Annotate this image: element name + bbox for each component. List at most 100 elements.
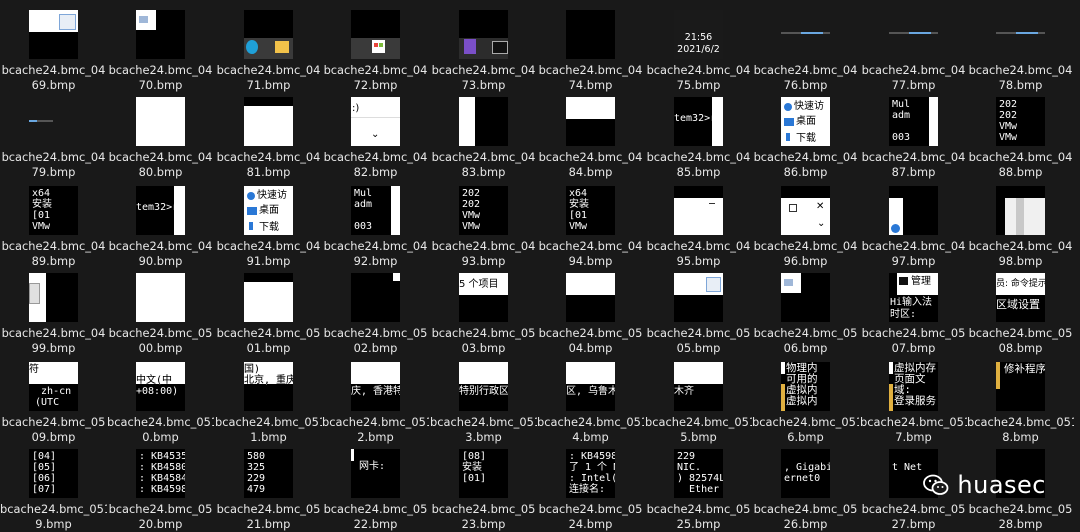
file-item[interactable]: 21:56 2021/6/2 bcache24.bmc_04 75.bmp [645, 0, 752, 92]
file-item[interactable]: bcache24.bmc_05 02.bmp [322, 261, 429, 355]
file-item[interactable]: bcache24.bmc_04 83.bmp [430, 87, 537, 179]
file-item[interactable]: Mul adm 003 bcache24.bmc_04 92.bmp [322, 174, 429, 268]
file-item[interactable]: x64 安装 [01 VMw bcache24.bmc_04 89.bmp [0, 174, 107, 268]
file-item[interactable]: bcache24.bmc_04 98.bmp [967, 174, 1074, 268]
file-item[interactable]: ✕ ⌄ bcache24.bmc_04 96.bmp [752, 174, 859, 268]
file-item[interactable]: bcache24.bmc_04 71.bmp [215, 0, 322, 92]
file-item[interactable]: 5 个项目 bcache24.bmc_05 03.bmp [430, 261, 537, 355]
file-thumbnail[interactable]: : KB4535 : KB4580 : KB4584 : KB4598 [136, 449, 185, 498]
file-item[interactable]: bcache24.bmc_04 74.bmp [537, 0, 644, 92]
file-thumbnail[interactable]: Mul adm 003 [889, 97, 938, 146]
file-item[interactable]: [08] 安装 [01] bcache24.bmc_05 23.bmp [430, 435, 537, 531]
file-item[interactable]: bcache24.bmc_04 95.bmp [645, 174, 752, 268]
file-thumbnail[interactable] [244, 97, 293, 146]
file-item[interactable]: t Net bcache24.bmc_05 27.bmp [860, 435, 967, 531]
file-thumbnail[interactable] [29, 97, 78, 146]
file-thumbnail[interactable]: 202 202 VMw VMw [459, 186, 508, 235]
file-thumbnail[interactable] [674, 186, 723, 235]
file-item[interactable]: bcache24.bmc_04 97.bmp [860, 174, 967, 268]
file-thumbnail[interactable]: 庆, 香港特 [351, 362, 400, 411]
file-item[interactable]: :) ⌄ bcache24.bmc_04 82.bmp [322, 87, 429, 179]
file-thumbnail[interactable]: :) ⌄ [351, 97, 400, 146]
file-item[interactable]: x64 安装 [01 VMw bcache24.bmc_04 94.bmp [537, 174, 644, 268]
file-item[interactable]: 中文(中 +08:00) bcache24.bmc_051 0.bmp [107, 348, 214, 444]
file-thumbnail[interactable]: 5 个项目 [459, 273, 508, 322]
file-item[interactable]: 快速访 桌面 下载 bcache24.bmc_04 91.bmp [215, 174, 322, 268]
file-thumbnail[interactable]: 国) 北京, 重庆 [244, 362, 293, 411]
file-item[interactable]: 员: 命令提示 区域设置 bcache24.bmc_05 08.bmp [967, 261, 1074, 355]
file-thumbnail[interactable]: ✕ ⌄ [781, 186, 830, 235]
file-item[interactable]: bcache24.bmc_04 69.bmp [0, 0, 107, 92]
file-thumbnail[interactable]: 快速访 桌面 下载 [781, 97, 830, 146]
file-thumbnail[interactable]: 区, 乌鲁木 [566, 362, 615, 411]
file-item[interactable]: bcache24.bmc_05 01.bmp [215, 261, 322, 355]
file-thumbnail[interactable]: 修补程序 [996, 362, 1045, 411]
file-item[interactable]: 202 202 VMw VMw bcache24.bmc_04 93.bmp [430, 174, 537, 268]
file-item[interactable]: : KB4598 了 1 个 N : Intel(R 连接名: bcache24.… [537, 435, 644, 531]
file-item[interactable]: 特别行政区 bcache24.bmc_051 3.bmp [430, 348, 537, 444]
file-item[interactable]: 国) 北京, 重庆 bcache24.bmc_051 1.bmp [215, 348, 322, 444]
file-thumbnail[interactable] [566, 273, 615, 322]
file-item[interactable]: [04] [05] [06] [07] bcache24.bmc_051 9.bmp [0, 435, 107, 531]
file-item[interactable]: Mul adm 003 bcache24.bmc_04 87.bmp [860, 87, 967, 179]
file-thumbnail[interactable] [674, 273, 723, 322]
file-item[interactable]: bcache24.bmc_05 06.bmp [752, 261, 859, 355]
file-thumbnail[interactable]: [04] [05] [06] [07] [29, 449, 78, 498]
file-thumbnail[interactable]: 网卡: [351, 449, 400, 498]
file-thumbnail[interactable] [459, 10, 508, 59]
file-thumbnail[interactable]: 符 zh-cn (UTC [29, 362, 78, 411]
file-thumbnail[interactable] [781, 273, 830, 322]
file-thumbnail[interactable] [29, 10, 78, 59]
file-item[interactable]: 物理内 可用的 虚拟内 虚拟内 bcache24.bmc_051 6.bmp [752, 348, 859, 444]
file-item[interactable]: 木齐 bcache24.bmc_051 5.bmp [645, 348, 752, 444]
file-item[interactable]: bcache24.bmc_04 80.bmp [107, 87, 214, 179]
file-item[interactable]: 区, 乌鲁木 bcache24.bmc_051 4.bmp [537, 348, 644, 444]
file-thumbnail[interactable]: 员: 命令提示 区域设置 [996, 273, 1045, 322]
file-thumbnail[interactable] [136, 10, 185, 59]
file-thumbnail[interactable]: tem32>r [674, 97, 723, 146]
file-item[interactable]: bcache24.bmc_04 73.bmp [430, 0, 537, 92]
file-item[interactable]: bcache24.bmc_04 70.bmp [107, 0, 214, 92]
file-item[interactable]: 庆, 香港特 bcache24.bmc_051 2.bmp [322, 348, 429, 444]
file-item[interactable]: bcache24.bmc_04 72.bmp [322, 0, 429, 92]
file-item[interactable]: 202 202 VMw VMw bcache24.bmc_04 88.bmp [967, 87, 1074, 179]
file-item[interactable]: 580 325 229 479 bcache24.bmc_05 21.bmp [215, 435, 322, 531]
file-thumbnail[interactable]: 虚拟内存 页面文 域: 登录服务 [889, 362, 938, 411]
file-thumbnail[interactable] [351, 10, 400, 59]
file-item[interactable]: 229 NIC. ) 82574L Ether bcache24.bmc_05 25… [645, 435, 752, 531]
file-thumbnail[interactable] [136, 97, 185, 146]
file-item[interactable]: , Gigabi ernet0 bcache24.bmc_05 26.bmp [752, 435, 859, 531]
file-thumbnail[interactable]: 特别行政区 [459, 362, 508, 411]
file-item[interactable]: bcache24.bmc_05 05.bmp [645, 261, 752, 355]
file-item[interactable]: 网卡: bcache24.bmc_05 22.bmp [322, 435, 429, 531]
file-thumbnail[interactable] [996, 449, 1045, 498]
file-thumbnail[interactable] [889, 10, 938, 59]
file-thumbnail[interactable]: 580 325 229 479 [244, 449, 293, 498]
file-thumbnail[interactable]: Mul adm 003 [351, 186, 400, 235]
file-thumbnail[interactable]: [08] 安装 [01] [459, 449, 508, 498]
file-thumbnail[interactable] [459, 97, 508, 146]
file-item[interactable]: 修补程序 bcache24.bmc_051 8.bmp [967, 348, 1074, 444]
file-thumbnail[interactable]: 快速访 桌面 下载 [244, 186, 293, 235]
file-thumbnail[interactable]: , Gigabi ernet0 [781, 449, 830, 498]
file-item[interactable]: bcache24.bmc_04 76.bmp [752, 0, 859, 92]
file-thumbnail[interactable] [29, 273, 78, 322]
file-thumbnail[interactable] [136, 273, 185, 322]
file-thumbnail[interactable]: 229 NIC. ) 82574L Ether [674, 449, 723, 498]
file-thumbnail[interactable]: x64 安装 [01 VMw [29, 186, 78, 235]
file-thumbnail[interactable] [566, 97, 615, 146]
file-item[interactable]: 管理 Hi输入法 时区: bcache24.bmc_05 07.bmp [860, 261, 967, 355]
file-thumbnail[interactable]: tem32>r [136, 186, 185, 235]
file-thumbnail[interactable]: 物理内 可用的 虚拟内 虚拟内 [781, 362, 830, 411]
file-thumbnail[interactable] [781, 10, 830, 59]
file-thumbnail[interactable]: 管理 Hi输入法 时区: [889, 273, 938, 322]
file-item[interactable]: : KB4535 : KB4580 : KB4584 : KB4598 bcach… [107, 435, 214, 531]
file-item[interactable]: bcache24.bmc_05 28.bmp [967, 435, 1074, 531]
file-item[interactable]: tem32>r bcache24.bmc_04 85.bmp [645, 87, 752, 179]
file-item[interactable]: bcache24.bmc_04 77.bmp [860, 0, 967, 92]
file-thumbnail[interactable] [996, 186, 1045, 235]
file-item[interactable]: bcache24.bmc_05 04.bmp [537, 261, 644, 355]
file-item[interactable]: 虚拟内存 页面文 域: 登录服务 bcache24.bmc_051 7.bmp [860, 348, 967, 444]
file-thumbnail[interactable] [996, 10, 1045, 59]
file-item[interactable]: bcache24.bmc_04 99.bmp [0, 261, 107, 355]
